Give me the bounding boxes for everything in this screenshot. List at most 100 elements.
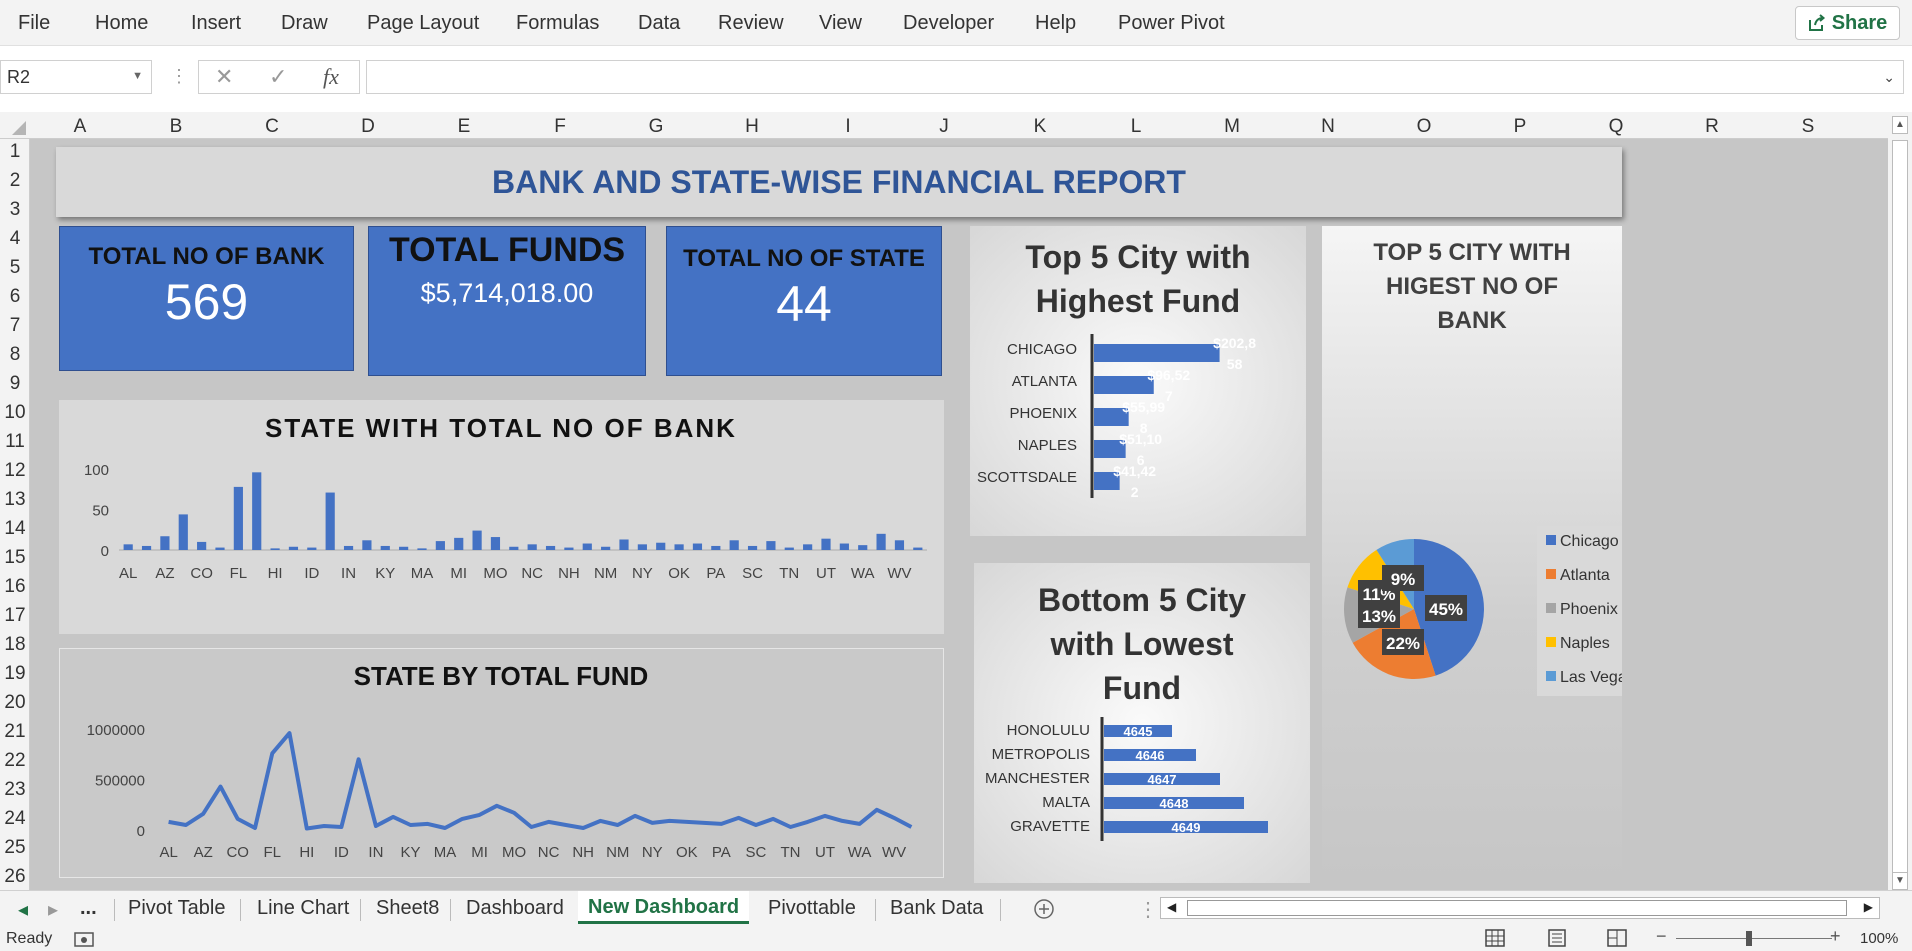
- row-header-13[interactable]: 13: [4, 489, 26, 510]
- page-layout-view-icon[interactable]: [1546, 928, 1568, 948]
- bank-bar[interactable]: [821, 538, 831, 550]
- bottom5-bar[interactable]: [1104, 749, 1196, 761]
- bank-bar[interactable]: [564, 547, 574, 550]
- tab-pivot-table[interactable]: Pivot Table: [128, 897, 226, 919]
- menu-power-pivot[interactable]: Power Pivot: [1118, 12, 1225, 34]
- row-header-6[interactable]: 6: [9, 286, 21, 307]
- column-header-d[interactable]: D: [361, 116, 375, 137]
- menu-review[interactable]: Review: [718, 12, 784, 34]
- tab-more[interactable]: ...: [80, 897, 97, 919]
- menu-draw[interactable]: Draw: [281, 12, 328, 34]
- tab-bank-data[interactable]: Bank Data: [890, 897, 984, 919]
- menu-formulas[interactable]: Formulas: [516, 12, 600, 34]
- column-header-c[interactable]: C: [265, 116, 279, 137]
- column-header-q[interactable]: Q: [1608, 116, 1624, 137]
- vertical-scrollbar[interactable]: ▲ ▼: [1888, 112, 1912, 900]
- row-header-24[interactable]: 24: [4, 808, 26, 829]
- bank-bar[interactable]: [160, 536, 170, 550]
- bank-bar[interactable]: [123, 544, 133, 550]
- chart-bottom5-city-fund[interactable]: Bottom 5 City with Lowest Fund HONOLULU 4…: [974, 563, 1310, 883]
- cancel-icon[interactable]: ✕: [215, 64, 234, 89]
- bank-bar[interactable]: [913, 547, 923, 550]
- select-all-corner[interactable]: [0, 112, 30, 139]
- row-header-16[interactable]: 16: [4, 576, 26, 597]
- tab-split-handle-icon[interactable]: ⋮: [1138, 899, 1158, 921]
- row-header-2[interactable]: 2: [9, 170, 21, 191]
- column-header-s[interactable]: S: [1801, 116, 1815, 137]
- bank-bar[interactable]: [637, 544, 647, 550]
- bank-bar[interactable]: [545, 545, 556, 550]
- bank-bar[interactable]: [343, 545, 354, 550]
- bank-bar[interactable]: [417, 548, 427, 550]
- hscroll-right-icon[interactable]: ▶: [1863, 900, 1873, 914]
- zoom-slider-track[interactable]: [1676, 938, 1832, 939]
- bank-bar[interactable]: [747, 545, 758, 550]
- scroll-up-icon[interactable]: ▲: [1892, 116, 1908, 134]
- bank-bar[interactable]: [711, 545, 721, 550]
- column-header-a[interactable]: A: [73, 116, 87, 137]
- macro-record-icon[interactable]: [74, 930, 96, 948]
- bottom5-bar[interactable]: [1104, 773, 1220, 785]
- row-header-10[interactable]: 10: [4, 402, 26, 423]
- bank-bar[interactable]: [766, 541, 776, 550]
- zoom-level[interactable]: 100%: [1860, 930, 1899, 947]
- menu-file[interactable]: File: [18, 12, 51, 34]
- menu-help[interactable]: Help: [1035, 12, 1077, 34]
- bottom5-bar[interactable]: [1104, 725, 1172, 737]
- hscroll-thumb[interactable]: [1187, 900, 1847, 916]
- row-header-1[interactable]: 1: [9, 141, 21, 162]
- top5-bar[interactable]: [1094, 472, 1120, 490]
- row-header-11[interactable]: 11: [5, 431, 25, 452]
- bank-bar[interactable]: [380, 545, 390, 550]
- chevron-down-icon[interactable]: ▼: [132, 70, 143, 82]
- bank-bar[interactable]: [729, 540, 739, 550]
- chart-top5-city-banks[interactable]: TOP 5 CITY WITH HIGEST NO OF BANK 45% 22%…: [1322, 226, 1622, 886]
- bank-bar[interactable]: [656, 542, 666, 550]
- top5-bar[interactable]: [1094, 440, 1126, 458]
- scroll-down-icon[interactable]: ▼: [1892, 872, 1908, 890]
- add-sheet-icon[interactable]: [1033, 898, 1055, 920]
- scroll-thumb[interactable]: [1892, 140, 1908, 900]
- row-header-22[interactable]: 22: [4, 750, 26, 771]
- row-header-19[interactable]: 19: [4, 663, 26, 684]
- formula-input[interactable]: ⌄: [366, 60, 1904, 94]
- row-header-18[interactable]: 18: [4, 634, 26, 655]
- bank-bar[interactable]: [362, 540, 372, 550]
- top5-bar[interactable]: [1094, 408, 1129, 426]
- bottom5-bar[interactable]: [1104, 797, 1244, 809]
- row-header-20[interactable]: 20: [4, 692, 26, 713]
- column-header-r[interactable]: R: [1705, 116, 1719, 137]
- bank-bar[interactable]: [197, 541, 207, 550]
- bank-bar[interactable]: [894, 540, 905, 550]
- bank-bar[interactable]: [325, 492, 335, 550]
- column-header-n[interactable]: N: [1321, 116, 1335, 137]
- bank-bar[interactable]: [839, 543, 849, 550]
- top5-bar[interactable]: [1094, 344, 1220, 362]
- row-header-14[interactable]: 14: [4, 518, 26, 539]
- bank-bar[interactable]: [252, 472, 262, 550]
- menu-page-layout[interactable]: Page Layout: [367, 12, 480, 34]
- bank-bar[interactable]: [509, 546, 519, 550]
- menu-home[interactable]: Home: [95, 12, 149, 34]
- bank-bar[interactable]: [858, 545, 868, 550]
- column-header-e[interactable]: E: [457, 116, 471, 137]
- bank-bar[interactable]: [141, 545, 152, 550]
- worksheet-grid[interactable]: BANK AND STATE-WISE FINANCIAL REPORT TOT…: [30, 139, 1888, 890]
- row-header-21[interactable]: 21: [4, 721, 26, 742]
- horizontal-scrollbar[interactable]: ◀ ▶: [1160, 897, 1880, 919]
- tab-pivottable[interactable]: Pivottable: [768, 897, 856, 919]
- more-vertical-icon[interactable]: ⋮: [170, 66, 188, 86]
- bank-bar[interactable]: [674, 544, 684, 550]
- bottom5-bar[interactable]: [1104, 821, 1268, 833]
- menu-developer[interactable]: Developer: [903, 12, 995, 34]
- bank-bar[interactable]: [784, 547, 794, 550]
- column-header-l[interactable]: L: [1130, 116, 1142, 137]
- row-header-12[interactable]: 12: [4, 460, 26, 481]
- bank-bar[interactable]: [601, 546, 611, 550]
- column-header-i[interactable]: I: [845, 116, 851, 137]
- bank-bar[interactable]: [178, 514, 188, 550]
- hscroll-left-icon[interactable]: ◀: [1167, 900, 1177, 914]
- bank-bar[interactable]: [435, 541, 445, 550]
- menu-view[interactable]: View: [819, 12, 862, 34]
- zoom-slider-thumb[interactable]: [1746, 931, 1752, 946]
